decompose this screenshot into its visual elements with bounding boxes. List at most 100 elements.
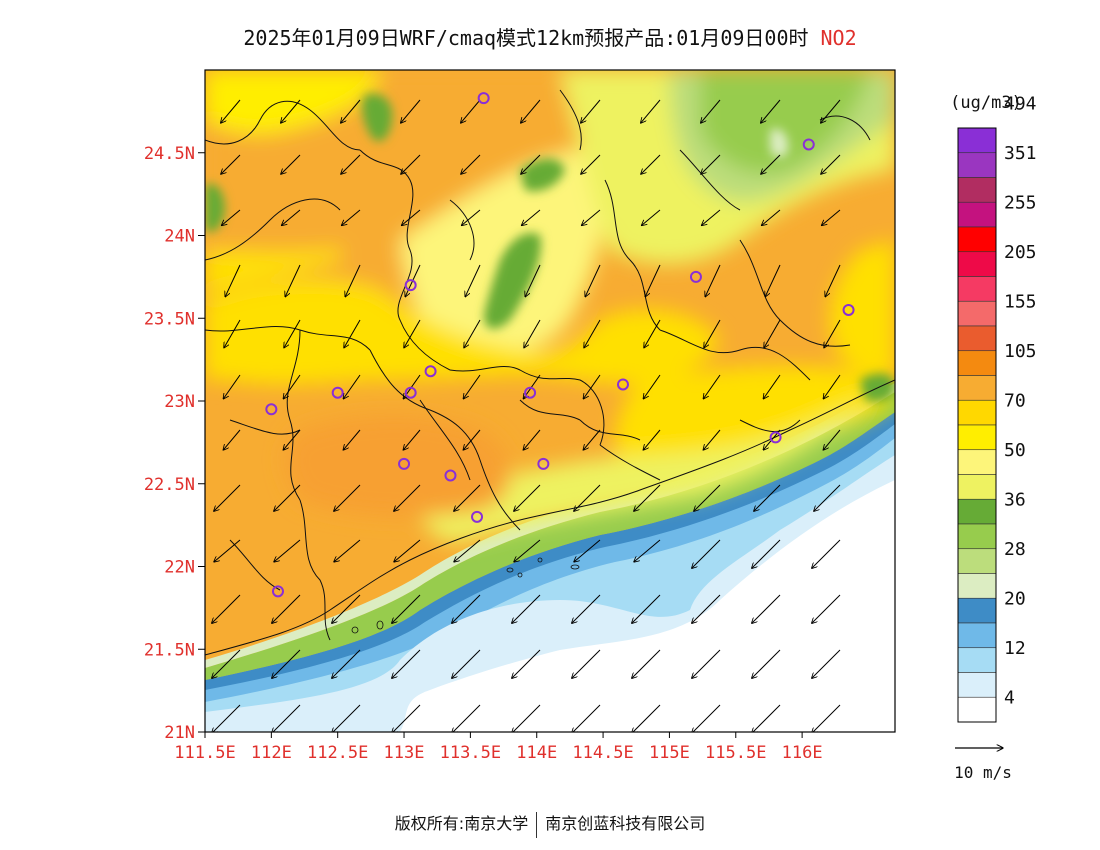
station-marker xyxy=(769,431,782,444)
wind-arrow xyxy=(283,429,301,450)
wind-arrow xyxy=(465,264,481,297)
color-legend: 4 12 20 28 36 50 70 105 155 205 255 351 494 xyxy=(957,93,1037,723)
wind-arrow xyxy=(522,209,541,225)
wind-arrow xyxy=(704,319,721,348)
lat-tick-label: 21N xyxy=(164,723,195,743)
wind-arrow xyxy=(283,374,301,399)
lon-tick-label: 112E xyxy=(251,743,292,763)
lon-tick-label: 113.5E xyxy=(440,743,501,763)
legend-swatch xyxy=(957,523,997,550)
lat-tick-label: 24N xyxy=(164,227,195,247)
coastal-light-band xyxy=(205,383,895,668)
wind-arrow xyxy=(702,209,721,225)
wind-arrow xyxy=(392,594,421,623)
wind-arrow xyxy=(701,154,721,174)
legend-swatch xyxy=(957,350,997,376)
legend-label: 28 xyxy=(1004,539,1026,560)
wind-arrow xyxy=(464,319,481,348)
wind-arrow xyxy=(692,704,721,732)
station-marker xyxy=(444,469,457,482)
latitude-ticks: 24.5N 24N 23.5N 23N 22.5N 22N 21.5N 21N xyxy=(144,144,205,743)
wind-arrow xyxy=(632,704,661,732)
wind-vectors xyxy=(212,99,841,732)
wind-arrow xyxy=(512,594,541,623)
lon-tick-label: 111.5E xyxy=(174,743,235,763)
legend-swatch xyxy=(957,325,997,352)
copyright-org1: 南京大学 xyxy=(464,814,529,833)
station-marker xyxy=(477,92,490,105)
wind-arrow xyxy=(764,319,781,348)
wind-arrow xyxy=(692,649,721,678)
legend-swatch xyxy=(957,672,997,698)
station-marker xyxy=(331,386,344,399)
wind-arrow xyxy=(761,99,781,123)
legend-swatch xyxy=(957,548,997,574)
wind-arrow xyxy=(212,704,241,732)
wind-arrow xyxy=(334,539,361,562)
wind-arrow xyxy=(761,154,781,174)
legend-unit: (ug/m3) xyxy=(950,93,1022,113)
legend-label: 36 xyxy=(1004,489,1026,510)
wind-arrow xyxy=(644,319,661,348)
wind-arrow xyxy=(825,264,841,297)
wind-arrow xyxy=(585,264,601,297)
lat-tick-label: 22N xyxy=(164,558,195,578)
wind-arrow xyxy=(634,484,661,511)
wind-arrow xyxy=(334,484,361,511)
wind-arrow xyxy=(584,319,601,348)
wind-arrow xyxy=(752,704,781,732)
wind-arrow xyxy=(341,154,361,174)
wind-arrow xyxy=(392,704,421,732)
wind-arrow xyxy=(641,154,661,174)
legend-swatch xyxy=(957,152,997,178)
wind-arrow xyxy=(572,704,601,732)
wind-arrow xyxy=(452,704,481,732)
legend-label: 12 xyxy=(1004,638,1026,659)
wind-arrow xyxy=(212,594,241,623)
legend-label: 105 xyxy=(1004,341,1037,362)
wind-arrow xyxy=(572,594,601,623)
wind-arrow xyxy=(344,319,361,348)
wind-arrow xyxy=(512,649,541,678)
islands xyxy=(351,557,580,634)
wind-arrow xyxy=(752,649,781,678)
lon-tick-label: 115.5E xyxy=(705,743,766,763)
wind-arrow xyxy=(634,539,661,562)
wind-arrow xyxy=(514,484,541,511)
legend-swatch xyxy=(957,498,997,525)
legend-label: 4 xyxy=(1004,687,1015,708)
wind-arrow xyxy=(223,429,241,450)
station-marker xyxy=(271,585,284,598)
legend-swatch xyxy=(957,573,997,599)
wind-arrow xyxy=(583,374,601,399)
wind-arrow xyxy=(225,264,241,297)
wind-arrow xyxy=(812,704,841,732)
wind-arrow xyxy=(461,99,481,123)
wind-arrow xyxy=(822,209,841,225)
lat-tick-label: 23.5N xyxy=(144,309,195,329)
station-marker xyxy=(404,386,417,399)
wind-arrow xyxy=(272,704,301,732)
wind-arrow xyxy=(514,539,541,562)
legend-swatch xyxy=(957,300,997,327)
station-marker xyxy=(842,303,855,316)
wind-arrow xyxy=(574,484,601,511)
legend-swatch xyxy=(957,597,997,624)
wind-arrow xyxy=(281,154,301,174)
wind-arrow xyxy=(694,484,721,511)
wind-arrow xyxy=(572,649,601,678)
wind-arrow xyxy=(392,649,421,678)
wind-arrow xyxy=(284,319,301,348)
wind-arrow xyxy=(812,594,841,623)
wind-arrow xyxy=(332,704,361,732)
lat-tick-label: 24.5N xyxy=(144,144,195,164)
station-marker xyxy=(616,378,629,391)
wind-arrow xyxy=(643,374,661,399)
legend-swatch xyxy=(957,127,997,154)
wind-arrow xyxy=(403,429,421,450)
wind-arrow xyxy=(765,264,781,297)
lon-tick-label: 113E xyxy=(384,743,425,763)
wind-arrow xyxy=(452,649,481,678)
wind-arrow xyxy=(222,209,241,225)
legend-label: 255 xyxy=(1004,192,1037,213)
